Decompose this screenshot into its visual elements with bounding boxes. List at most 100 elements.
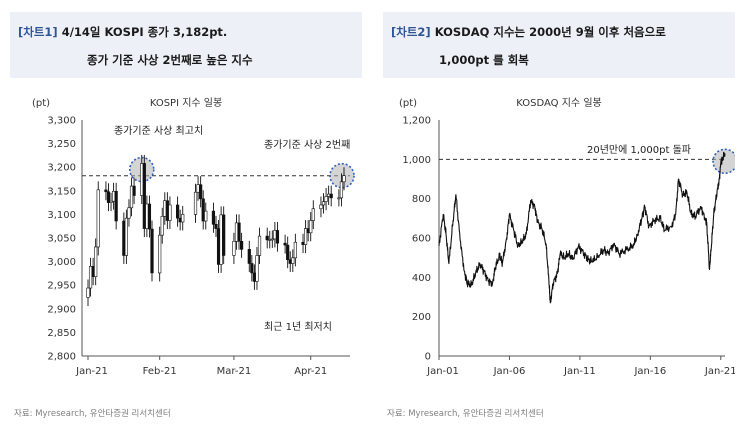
kospi-candle-body bbox=[211, 210, 216, 225]
kosdaq-y-tick-label: 400 bbox=[412, 273, 431, 284]
kospi-chart-tag: [차트1] bbox=[18, 25, 58, 39]
kospi-y-tick-label: 2,900 bbox=[47, 304, 76, 315]
kospi-x-tick-label: Jan-21 bbox=[75, 366, 108, 377]
kospi-y-tick-label: 3,150 bbox=[47, 186, 76, 197]
kosdaq-x-tick-label: Jan-06 bbox=[493, 366, 526, 377]
kospi-candle-body bbox=[273, 230, 277, 240]
kospi-candle-body bbox=[232, 241, 236, 256]
kospi-panel: [차트1] 4/14일 KOSPI 종가 3,182pt. 종가 기준 사상 2… bbox=[10, 0, 362, 448]
kospi-annotation-low: 최근 1년 최저치 bbox=[264, 321, 332, 333]
kospi-candle-body bbox=[240, 241, 244, 250]
kospi-candle-body bbox=[257, 235, 262, 256]
kospi-candle-body bbox=[132, 185, 136, 196]
kospi-candle-body bbox=[311, 208, 315, 221]
kospi-candle-body bbox=[114, 190, 118, 222]
kospi-candle-body bbox=[91, 266, 95, 278]
kospi-candle-body bbox=[286, 244, 290, 261]
kosdaq-title-text: KOSDAQ 지수는 2000년 9월 이후 처음으로 bbox=[434, 25, 666, 39]
kospi-x-tick-label: Mar-21 bbox=[217, 366, 252, 377]
kospi-candle-body bbox=[142, 163, 146, 229]
kospi-candle-body bbox=[342, 175, 346, 183]
kospi-candle-body bbox=[252, 272, 257, 282]
kospi-y-tick-label: 2,850 bbox=[47, 328, 76, 339]
kospi-candle-body bbox=[283, 242, 287, 246]
kosdaq-y-tick-label: 1,200 bbox=[402, 116, 431, 127]
kospi-candle-body bbox=[204, 210, 208, 222]
kospi-title-text: 4/14일 KOSPI 종가 3,182pt. bbox=[61, 25, 228, 39]
kospi-candle-body bbox=[250, 263, 254, 274]
kospi-candle-body bbox=[222, 214, 226, 256]
kospi-y-tick-label: 3,050 bbox=[47, 234, 76, 245]
kospi-candle-body bbox=[234, 222, 239, 242]
kosdaq-annotation: 20년만에 1,000pt 돌파 bbox=[587, 144, 691, 156]
kospi-candle-body bbox=[288, 259, 292, 264]
kospi-y-tick-label: 3,300 bbox=[47, 116, 76, 127]
kospi-title-line2: 종가 기준 사상 2번째로 높은 지수 bbox=[87, 53, 253, 67]
kospi-candle-body bbox=[147, 203, 152, 230]
kospi-candle-body bbox=[201, 198, 205, 222]
kospi-candle-body bbox=[165, 200, 169, 221]
kospi-candle-body bbox=[163, 200, 167, 217]
kospi-header: [차트1] 4/14일 KOSPI 종가 3,182pt. 종가 기준 사상 2… bbox=[10, 12, 362, 78]
kospi-candle-body bbox=[140, 163, 144, 196]
kospi-candle-body bbox=[176, 204, 180, 219]
kospi-candle-body bbox=[160, 215, 164, 236]
kospi-candle-body bbox=[268, 239, 272, 241]
kospi-candle-body bbox=[158, 234, 162, 274]
kospi-candle-body bbox=[145, 203, 149, 229]
kosdaq-y-tick-label: 800 bbox=[412, 194, 431, 205]
kosdaq-chart: (pt) KOSDAQ 지수 일봉 0 200 400 600 800 1,000 1,200 J… bbox=[399, 97, 735, 377]
kosdaq-x-tick-label: Jan-16 bbox=[633, 366, 666, 377]
kosdaq-y-tick-label: 600 bbox=[412, 234, 431, 245]
kospi-candle-body bbox=[275, 230, 280, 244]
kospi-candle-body bbox=[150, 228, 154, 274]
kosdaq-highlight-circle bbox=[712, 148, 735, 175]
kospi-candle-body bbox=[109, 200, 113, 203]
kosdaq-chart-title: KOSDAQ 지수 일봉 bbox=[516, 97, 601, 109]
kospi-candle-body bbox=[219, 214, 223, 265]
kospi-candle-body bbox=[309, 220, 313, 234]
kospi-y-tick-label: 3,000 bbox=[47, 257, 76, 268]
kosdaq-title-line1: [차트2] KOSDAQ 지수는 2000년 9월 이후 처음으로 bbox=[391, 24, 666, 40]
kosdaq-x-tick-label: Jan-21 bbox=[704, 366, 735, 377]
kospi-candle-body bbox=[88, 266, 93, 289]
kospi-candle-body bbox=[129, 185, 134, 209]
kospi-candle-body bbox=[321, 201, 326, 206]
kospi-candle-body bbox=[199, 184, 203, 200]
kospi-candle-body bbox=[104, 189, 108, 193]
kospi-y-tick-label: 3,100 bbox=[47, 210, 76, 221]
kospi-candle-body bbox=[122, 220, 126, 256]
kospi-y-tick-label: 3,200 bbox=[47, 163, 76, 174]
kosdaq-x-tick-label: Jan-01 bbox=[426, 366, 459, 377]
kospi-candle-body bbox=[112, 190, 116, 202]
kospi-candle-body bbox=[181, 214, 185, 223]
kospi-candle-body bbox=[329, 193, 333, 199]
kospi-candle-body bbox=[193, 191, 198, 215]
kospi-chart-title: KOSPI 지수 일봉 bbox=[150, 97, 222, 109]
kospi-candle-body bbox=[178, 217, 182, 223]
kospi-candle-body bbox=[168, 204, 172, 221]
kospi-candle-body bbox=[293, 241, 297, 259]
kosdaq-source: 자료: Myresearch, 유안타증권 리서치센터 bbox=[387, 409, 544, 419]
kospi-candle-body bbox=[214, 224, 218, 229]
kospi-candle-body bbox=[270, 238, 274, 241]
kosdaq-y-tick-label: 200 bbox=[412, 312, 431, 323]
kospi-candle-body bbox=[324, 196, 328, 202]
kosdaq-y-unit: (pt) bbox=[399, 98, 417, 109]
kospi-candle-body bbox=[106, 191, 111, 203]
kospi-annotation-second: 종가기준 사상 2번째 bbox=[264, 139, 350, 151]
kosdaq-chart-tag: [차트2] bbox=[391, 25, 431, 39]
kospi-x-tick-label: Apr-21 bbox=[294, 366, 327, 377]
kospi-candle-body bbox=[265, 235, 269, 241]
kosdaq-header: [차트2] KOSDAQ 지수는 2000년 9월 이후 처음으로 1,000p… bbox=[383, 12, 735, 78]
kospi-candle-body bbox=[127, 207, 131, 219]
kospi-candle-body bbox=[327, 193, 331, 197]
kospi-candle-body bbox=[124, 217, 128, 256]
kospi-x-tick-label: Feb-21 bbox=[143, 366, 177, 377]
kospi-candle-body bbox=[301, 241, 305, 245]
kospi-candle-body bbox=[255, 255, 259, 282]
kospi-candle-body bbox=[337, 197, 341, 200]
kospi-candle-body bbox=[303, 228, 308, 245]
kospi-highlight-circle-second bbox=[329, 162, 355, 189]
kosdaq-index-line bbox=[438, 151, 726, 304]
